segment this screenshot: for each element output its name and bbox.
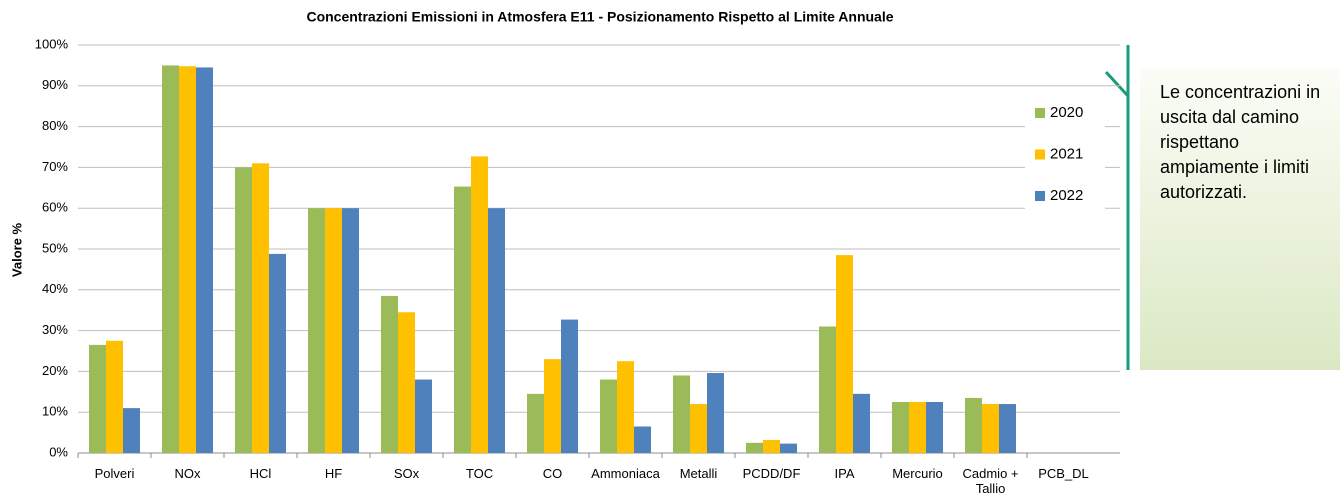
bar xyxy=(707,373,724,453)
legend-swatch xyxy=(1035,149,1045,160)
bar xyxy=(308,208,325,453)
y-axis-label: Valore % xyxy=(9,222,24,277)
x-tick-label: Ammoniaca xyxy=(591,466,660,481)
y-tick-label: 10% xyxy=(42,404,68,419)
y-tick-label: 40% xyxy=(42,281,68,296)
x-tick-label: PCDD/DF xyxy=(742,466,801,481)
bar xyxy=(527,393,544,453)
x-tick-label: SOx xyxy=(393,466,420,481)
bar xyxy=(398,312,415,453)
y-tick-label: 30% xyxy=(42,322,68,337)
bar xyxy=(89,344,106,453)
callout-text: Le concentrazioni in uscita dal camino r… xyxy=(1140,68,1340,370)
bar xyxy=(892,402,909,453)
bar xyxy=(690,404,707,453)
bar xyxy=(836,255,853,453)
y-tick-label: 100% xyxy=(35,36,69,51)
x-tick-label: HF xyxy=(324,466,343,481)
y-tick-label: 20% xyxy=(42,363,68,378)
bar xyxy=(325,208,342,453)
bar xyxy=(561,319,578,453)
bar xyxy=(252,163,269,453)
bar xyxy=(780,443,797,453)
y-tick-label: 50% xyxy=(42,240,68,255)
bar xyxy=(600,379,617,453)
y-tick-label: 60% xyxy=(42,200,68,215)
bar xyxy=(162,65,179,454)
x-tick-label: TOC xyxy=(465,466,494,481)
bar xyxy=(673,375,690,453)
bar xyxy=(342,208,359,453)
bar xyxy=(196,67,213,453)
bar xyxy=(853,393,870,453)
y-tick-label: 70% xyxy=(42,159,68,174)
bar xyxy=(999,404,1016,453)
y-tick-label: 90% xyxy=(42,77,68,92)
legend-label: 2022 xyxy=(1050,187,1083,204)
legend-swatch xyxy=(1035,108,1045,118)
legend-label: 2021 xyxy=(1050,145,1083,162)
bar xyxy=(617,361,634,453)
x-tick-label: Cadmio + Tallio xyxy=(962,466,1019,496)
bar xyxy=(381,295,398,453)
bar xyxy=(746,442,763,453)
bar xyxy=(819,326,836,453)
legend-label: 2020 xyxy=(1050,104,1083,121)
x-tick-label: HCl xyxy=(249,466,272,481)
x-tick-label: NOx xyxy=(174,466,201,481)
bar xyxy=(179,66,196,453)
bar xyxy=(544,359,561,453)
bar xyxy=(926,402,943,453)
bar xyxy=(106,340,123,453)
bar xyxy=(454,186,471,454)
bar xyxy=(123,408,140,453)
x-tick-label: PCB_DL xyxy=(1038,466,1089,481)
bar xyxy=(269,253,286,453)
legend-swatch xyxy=(1035,191,1045,201)
callout-pointer xyxy=(1104,70,1130,98)
y-tick-label: 80% xyxy=(42,118,68,133)
bar xyxy=(909,402,926,453)
x-tick-label: Mercurio xyxy=(892,466,943,481)
bar xyxy=(965,397,982,453)
x-tick-label: Metalli xyxy=(679,466,718,481)
bar xyxy=(634,426,651,453)
bar xyxy=(763,439,780,453)
x-tick-label: CO xyxy=(542,466,563,481)
x-tick-label: Polveri xyxy=(94,466,135,481)
chart-title: Concentrazioni Emissioni in Atmosfera E1… xyxy=(306,9,893,25)
x-tick-label: IPA xyxy=(834,466,855,481)
bar xyxy=(488,208,505,453)
bar xyxy=(471,156,488,453)
y-tick-label: 0% xyxy=(49,444,68,459)
bar xyxy=(415,379,432,453)
bar xyxy=(235,167,252,453)
bar xyxy=(982,404,999,453)
